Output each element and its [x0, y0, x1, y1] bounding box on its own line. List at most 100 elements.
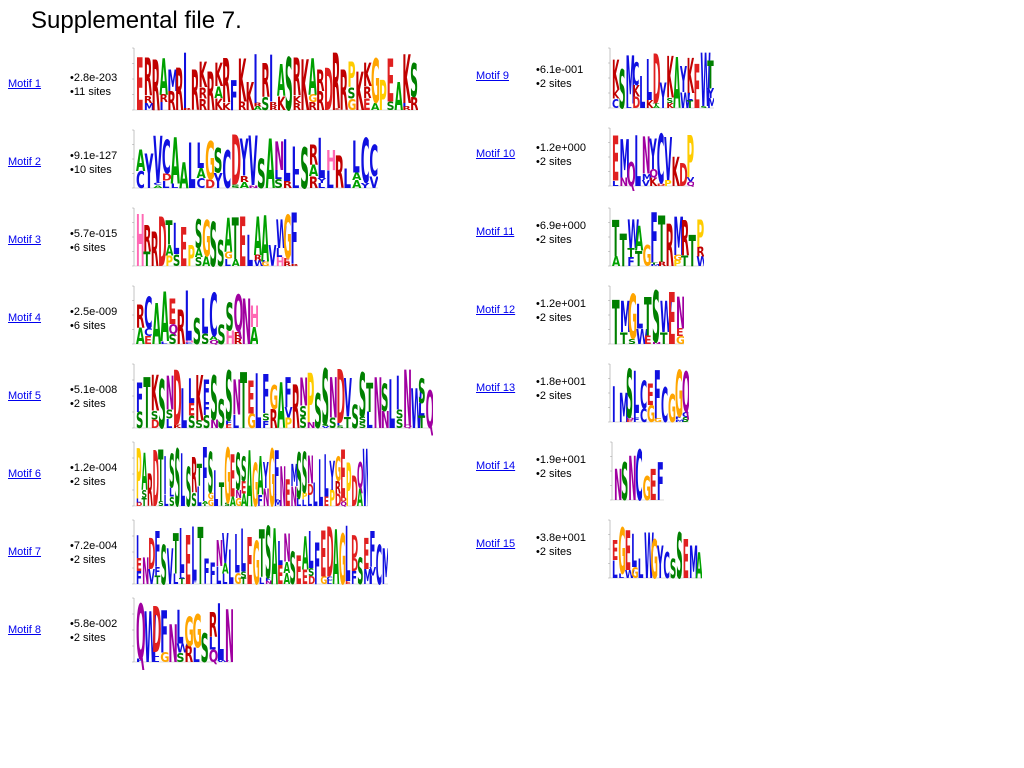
logo-letter: S — [628, 338, 636, 346]
logo-letter: N — [374, 364, 383, 436]
logo-letter: S — [166, 407, 173, 422]
motif-link[interactable]: Motif 10 — [476, 148, 516, 160]
logo-letter: N — [263, 484, 269, 512]
logo-letter: D — [340, 497, 347, 504]
logo-letter: L — [626, 103, 632, 110]
motif-link[interactable]: Motif 9 — [476, 70, 510, 82]
logo-letter: D — [173, 362, 182, 436]
logo-letter: E — [185, 524, 191, 592]
logo-letter: G — [224, 440, 230, 514]
e-value: •2.8e-203 — [70, 72, 118, 84]
logo-letter: R — [136, 298, 145, 335]
motif-link[interactable]: Motif 13 — [476, 382, 516, 394]
logo-letter: T — [644, 287, 652, 348]
logo-letter: T — [653, 103, 660, 107]
motif-link[interactable]: Motif 8 — [8, 624, 42, 636]
logo-letter: F — [203, 375, 210, 410]
logo-letter: S — [195, 419, 202, 431]
logo-letter: L — [343, 164, 351, 195]
logo-letter: N — [403, 362, 412, 436]
logo-letter: S — [201, 331, 209, 348]
motif-link[interactable]: Motif 1 — [8, 78, 42, 90]
motif-link[interactable]: Motif 12 — [476, 304, 516, 316]
logo-graphic: CKKSLMDKCLKLATDYKSKAWYTLKESWMYT — [608, 46, 714, 116]
motif-link[interactable]: Motif 6 — [8, 468, 42, 480]
logo-letter: S — [210, 365, 217, 435]
logo-letter: L — [240, 518, 245, 586]
logo-letter: R — [269, 105, 278, 112]
logo-letter: Y — [263, 456, 269, 497]
motif-link[interactable]: Motif 7 — [8, 546, 42, 558]
logo-letter: L — [191, 518, 196, 592]
motif-stats: •5.8e-002 •2 sites — [70, 617, 117, 645]
e-value: •9.1e-127 — [70, 150, 118, 162]
logo-letter: A — [333, 518, 340, 592]
logo-letter: L — [171, 183, 179, 190]
logo-letter: A — [696, 546, 702, 586]
logo-letter: D — [679, 159, 688, 194]
logo-letter: D — [351, 468, 357, 514]
logo-letter: L — [639, 69, 645, 116]
logo-letter: S — [151, 409, 158, 423]
logo-letter: F — [285, 370, 292, 418]
logo-letter: Q — [169, 321, 179, 337]
logo-letter: D — [632, 95, 640, 113]
logo-letter: L — [292, 138, 300, 184]
logo-letter: W — [636, 325, 648, 349]
logo-letter: S — [136, 409, 143, 435]
motif-link[interactable]: Motif 4 — [8, 312, 42, 324]
logo-letter: G — [160, 650, 169, 665]
logo-letter: E — [676, 326, 684, 339]
logo-letter: I — [612, 378, 616, 430]
e-value: •1.2e+000 — [536, 142, 587, 154]
logo-letter: M — [642, 173, 652, 183]
logo-letter: R — [335, 479, 341, 498]
logo-letter: N — [299, 370, 308, 415]
logo-letter: W — [680, 89, 690, 114]
logo-letter: A — [635, 220, 643, 259]
logo-letter: E — [180, 217, 187, 274]
motif-link[interactable]: Motif 5 — [8, 390, 42, 402]
logo-letter: A — [309, 163, 318, 181]
motif-link[interactable]: Motif 2 — [8, 156, 42, 168]
logo-letter: T — [620, 225, 627, 274]
logo-letter: I — [269, 46, 273, 117]
logo-letter: W — [644, 519, 654, 586]
logo-letter: A — [222, 560, 229, 577]
logo-letter: L — [188, 372, 195, 411]
logo-letter: L — [259, 577, 265, 587]
motif-link[interactable]: Motif 14 — [476, 460, 516, 472]
logo-letter: P — [188, 241, 196, 274]
logo-letter: R — [238, 100, 247, 113]
motif-link[interactable]: Motif 3 — [8, 234, 42, 246]
logo-letter: W — [696, 254, 704, 269]
logo-letter: T — [173, 523, 179, 587]
logo-letter: M — [274, 499, 282, 508]
sequence-logo: ARECCALASQERCHLSSLQACSHSRRQNAH — [128, 284, 258, 352]
logo-letter: L — [618, 572, 624, 579]
logo-letter: H — [276, 255, 285, 269]
logo-letter: P — [136, 440, 142, 514]
logo-letter: W — [254, 260, 265, 268]
logo-letter: F — [160, 598, 168, 666]
motif-link[interactable]: Motif 15 — [476, 538, 516, 550]
logo-letter: L — [179, 572, 184, 580]
logo-letter: R — [240, 175, 249, 185]
logo-letter: Q — [687, 180, 694, 187]
logo-letter: A — [160, 284, 169, 352]
logo-letter: L — [209, 636, 216, 655]
logo-letter: A — [160, 50, 169, 107]
logo-letter: S — [191, 490, 197, 511]
logo-letter: K — [666, 46, 674, 112]
logo-letter: K — [363, 57, 372, 95]
logo-letter: Y — [659, 77, 666, 116]
motif-link[interactable]: Motif 11 — [476, 226, 515, 238]
logo-letter: A — [195, 246, 203, 260]
logo-letter: N — [642, 127, 651, 187]
logo-letter: Y — [316, 177, 327, 185]
logo-letter: T — [240, 576, 246, 586]
logo-letter: L — [164, 492, 169, 510]
e-value: •2.5e-009 — [70, 306, 118, 318]
